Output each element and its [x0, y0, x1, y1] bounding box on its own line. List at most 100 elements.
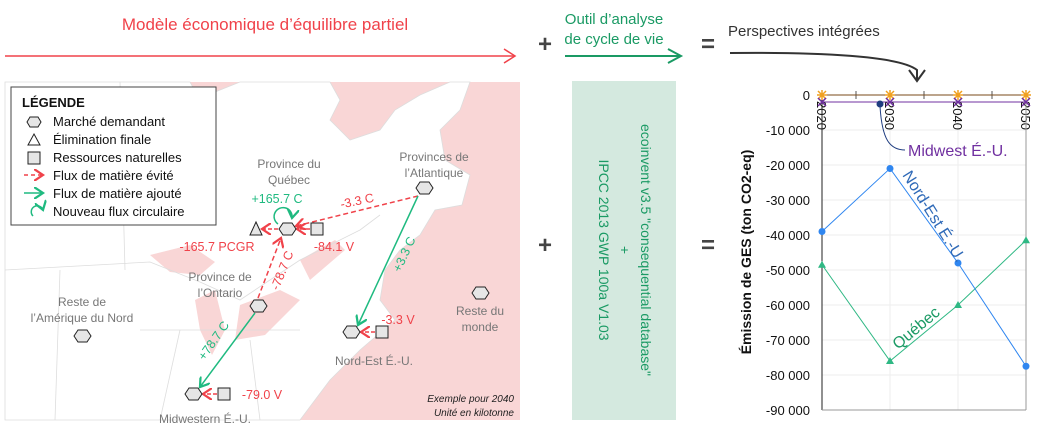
lca-method: IPCC 2013 GWP 100a V1.03: [596, 159, 612, 340]
y-tick-label: -90 000: [766, 403, 810, 418]
header: Modèle économique d’équilibre partiel + …: [5, 11, 926, 83]
flow-label: -84.1 V: [314, 240, 355, 254]
region-label: Province du: [257, 157, 320, 171]
northeast-resource-square: [375, 325, 389, 339]
great-lakes: [150, 240, 345, 355]
data-point: [886, 165, 894, 172]
legend-label: Marché demandant: [53, 114, 165, 129]
quebec-resource-square: [310, 222, 324, 236]
flow-label: -3.3 C: [339, 191, 375, 212]
triangle-icon: [27, 132, 41, 146]
region-label: Province de: [188, 270, 252, 284]
lca-tool-arrowhead: [667, 48, 684, 64]
region-label: Reste de: [58, 295, 106, 309]
hexagon-icon: [26, 116, 42, 128]
series-label: Midwest É.-U.: [908, 141, 1008, 160]
x-tick-label: 2030: [882, 101, 897, 130]
flow-label: +165.7 C: [251, 192, 302, 206]
lca-plus: +: [617, 246, 633, 254]
region-label: Midwestern É.-U.: [159, 411, 251, 426]
nodes: [73, 181, 490, 401]
equals-sign-middle: =: [701, 232, 715, 259]
flow-label: -79.0 V: [242, 388, 283, 402]
legend-label: Nouveau flux circulaire: [53, 204, 185, 219]
legend-label: Ressources naturelles: [53, 150, 182, 165]
legend-label: Flux de matière ajouté: [53, 186, 182, 201]
plus-sign-middle: +: [538, 232, 552, 259]
series-label: Nord-Est É.-U.: [899, 167, 970, 265]
data-point: [1021, 97, 1031, 107]
series-line: [821, 239, 1027, 362]
y-tick-label: -20 000: [766, 158, 810, 173]
data-point: [954, 259, 962, 267]
data-point: [953, 97, 963, 107]
region-label: l’Amérique du Nord: [31, 311, 134, 325]
series-line: [821, 167, 1027, 367]
y-tick-label: -80 000: [766, 368, 810, 383]
region-label: l’Atlantique: [405, 166, 464, 180]
flow-atl-ne: [358, 195, 419, 325]
economic-model-label: Modèle économique d’équilibre partiel: [122, 15, 408, 34]
data-point: [954, 301, 962, 308]
data-point: [818, 228, 826, 235]
curved-arrowhead: [908, 69, 926, 83]
economic-model-arrowhead: [503, 48, 517, 64]
region-label: monde: [462, 320, 499, 334]
quebec-disposal-triangle: [249, 220, 263, 236]
legend-title: LÉGENDE: [22, 95, 85, 110]
y-tick-label: -30 000: [766, 193, 810, 208]
y-axis-label: Émission de GES (ton CO2-eq): [738, 150, 754, 355]
flow-label: -165.7 PCGR: [179, 240, 254, 254]
atlantic-market-hexagon: [415, 181, 434, 195]
equals-sign: =: [701, 31, 715, 58]
flow-label: -3.3 V: [381, 313, 415, 327]
northeast-market-hexagon: [342, 325, 361, 339]
flows: [200, 195, 419, 394]
region-label: Reste du: [456, 304, 504, 318]
circular-arrow-icon: [30, 206, 43, 217]
plus-sign: +: [538, 31, 552, 58]
curved-arrow: [729, 51, 918, 80]
data-point: [885, 97, 895, 107]
flow-on-mw: [200, 312, 256, 387]
data-point: [818, 260, 826, 268]
legend: LÉGENDE Marché demandant Élimination fin…: [10, 86, 217, 226]
y-tick-label: -50 000: [766, 263, 810, 278]
ghg-chart: 0 -10 000 -20 000 -30 000 -40 000 -50 000 -60 …: [766, 88, 1033, 418]
integrated-perspectives-label: Perspectives intégrées: [728, 23, 880, 40]
flow-atl-qc: [296, 195, 419, 226]
lca-box: ecoinvent v3.5 "consequential database" …: [572, 81, 676, 420]
region-label: Nord-Est É.-U.: [335, 353, 413, 368]
rest-na-market-hexagon: [73, 329, 92, 343]
region-label: Québec: [268, 173, 310, 187]
lca-tool-label-1: Outil d’analyse: [565, 11, 663, 28]
map-note-year: Exemple pour 2040: [427, 394, 514, 405]
y-tick-label: -70 000: [766, 333, 810, 348]
region-label: l’Ontario: [198, 286, 243, 300]
y-tick-label: -10 000: [766, 123, 810, 138]
quebec-market-hexagon: [278, 222, 297, 236]
rest-world-market-hexagon: [471, 286, 490, 300]
square-icon: [27, 151, 41, 165]
ontario-market-hexagon: [249, 299, 268, 313]
map: LÉGENDE Marché demandant Élimination fin…: [4, 81, 520, 426]
qc-circular-arrow: [273, 206, 292, 225]
callout-dot: [876, 100, 884, 108]
lca-database: ecoinvent v3.5 "consequential database": [638, 124, 654, 376]
midwest-resource-square: [217, 387, 231, 401]
data-point: [1022, 236, 1030, 244]
series-label: Québec: [890, 304, 944, 353]
lca-tool-label-2: de cycle de vie: [564, 31, 663, 48]
flow-on-qc: [257, 238, 281, 299]
region-labels: Province du Québec Provinces de l’Atlant…: [31, 150, 504, 426]
data-point: [1022, 362, 1030, 370]
region-label: Provinces de: [399, 150, 469, 164]
x-tick-label: 2040: [950, 101, 965, 130]
data-point: [886, 357, 894, 364]
y-tick-label: -60 000: [766, 298, 810, 313]
y-tick-label: 0: [803, 88, 810, 103]
map-note-unit: Unité en kilotonne: [434, 408, 514, 419]
midwest-market-hexagon: [184, 387, 203, 401]
data-point: [817, 97, 827, 107]
